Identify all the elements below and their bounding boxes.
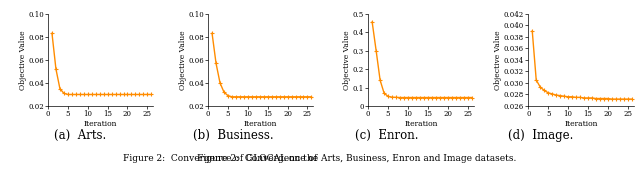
Y-axis label: Objective Value: Objective Value <box>19 30 27 90</box>
Text: (c)  Enron.: (c) Enron. <box>355 129 419 142</box>
X-axis label: Iteration: Iteration <box>564 120 598 128</box>
Y-axis label: Objective Value: Objective Value <box>179 30 187 90</box>
Text: (d)  Image.: (d) Image. <box>508 129 573 142</box>
Text: (a)  Arts.: (a) Arts. <box>54 129 106 142</box>
X-axis label: Iteration: Iteration <box>404 120 438 128</box>
X-axis label: Iteration: Iteration <box>244 120 278 128</box>
Text: (b)  Business.: (b) Business. <box>193 129 274 142</box>
Text: Figure 2:  Convergence of: Figure 2: Convergence of <box>197 154 320 163</box>
Y-axis label: Objective Value: Objective Value <box>495 30 502 90</box>
Y-axis label: Objective Value: Objective Value <box>344 30 351 90</box>
Text: Figure 2:  Convergence of GLOCAL on the Arts, Business, Enron and Image datasets: Figure 2: Convergence of GLOCAL on the A… <box>124 154 516 163</box>
X-axis label: Iteration: Iteration <box>84 120 117 128</box>
